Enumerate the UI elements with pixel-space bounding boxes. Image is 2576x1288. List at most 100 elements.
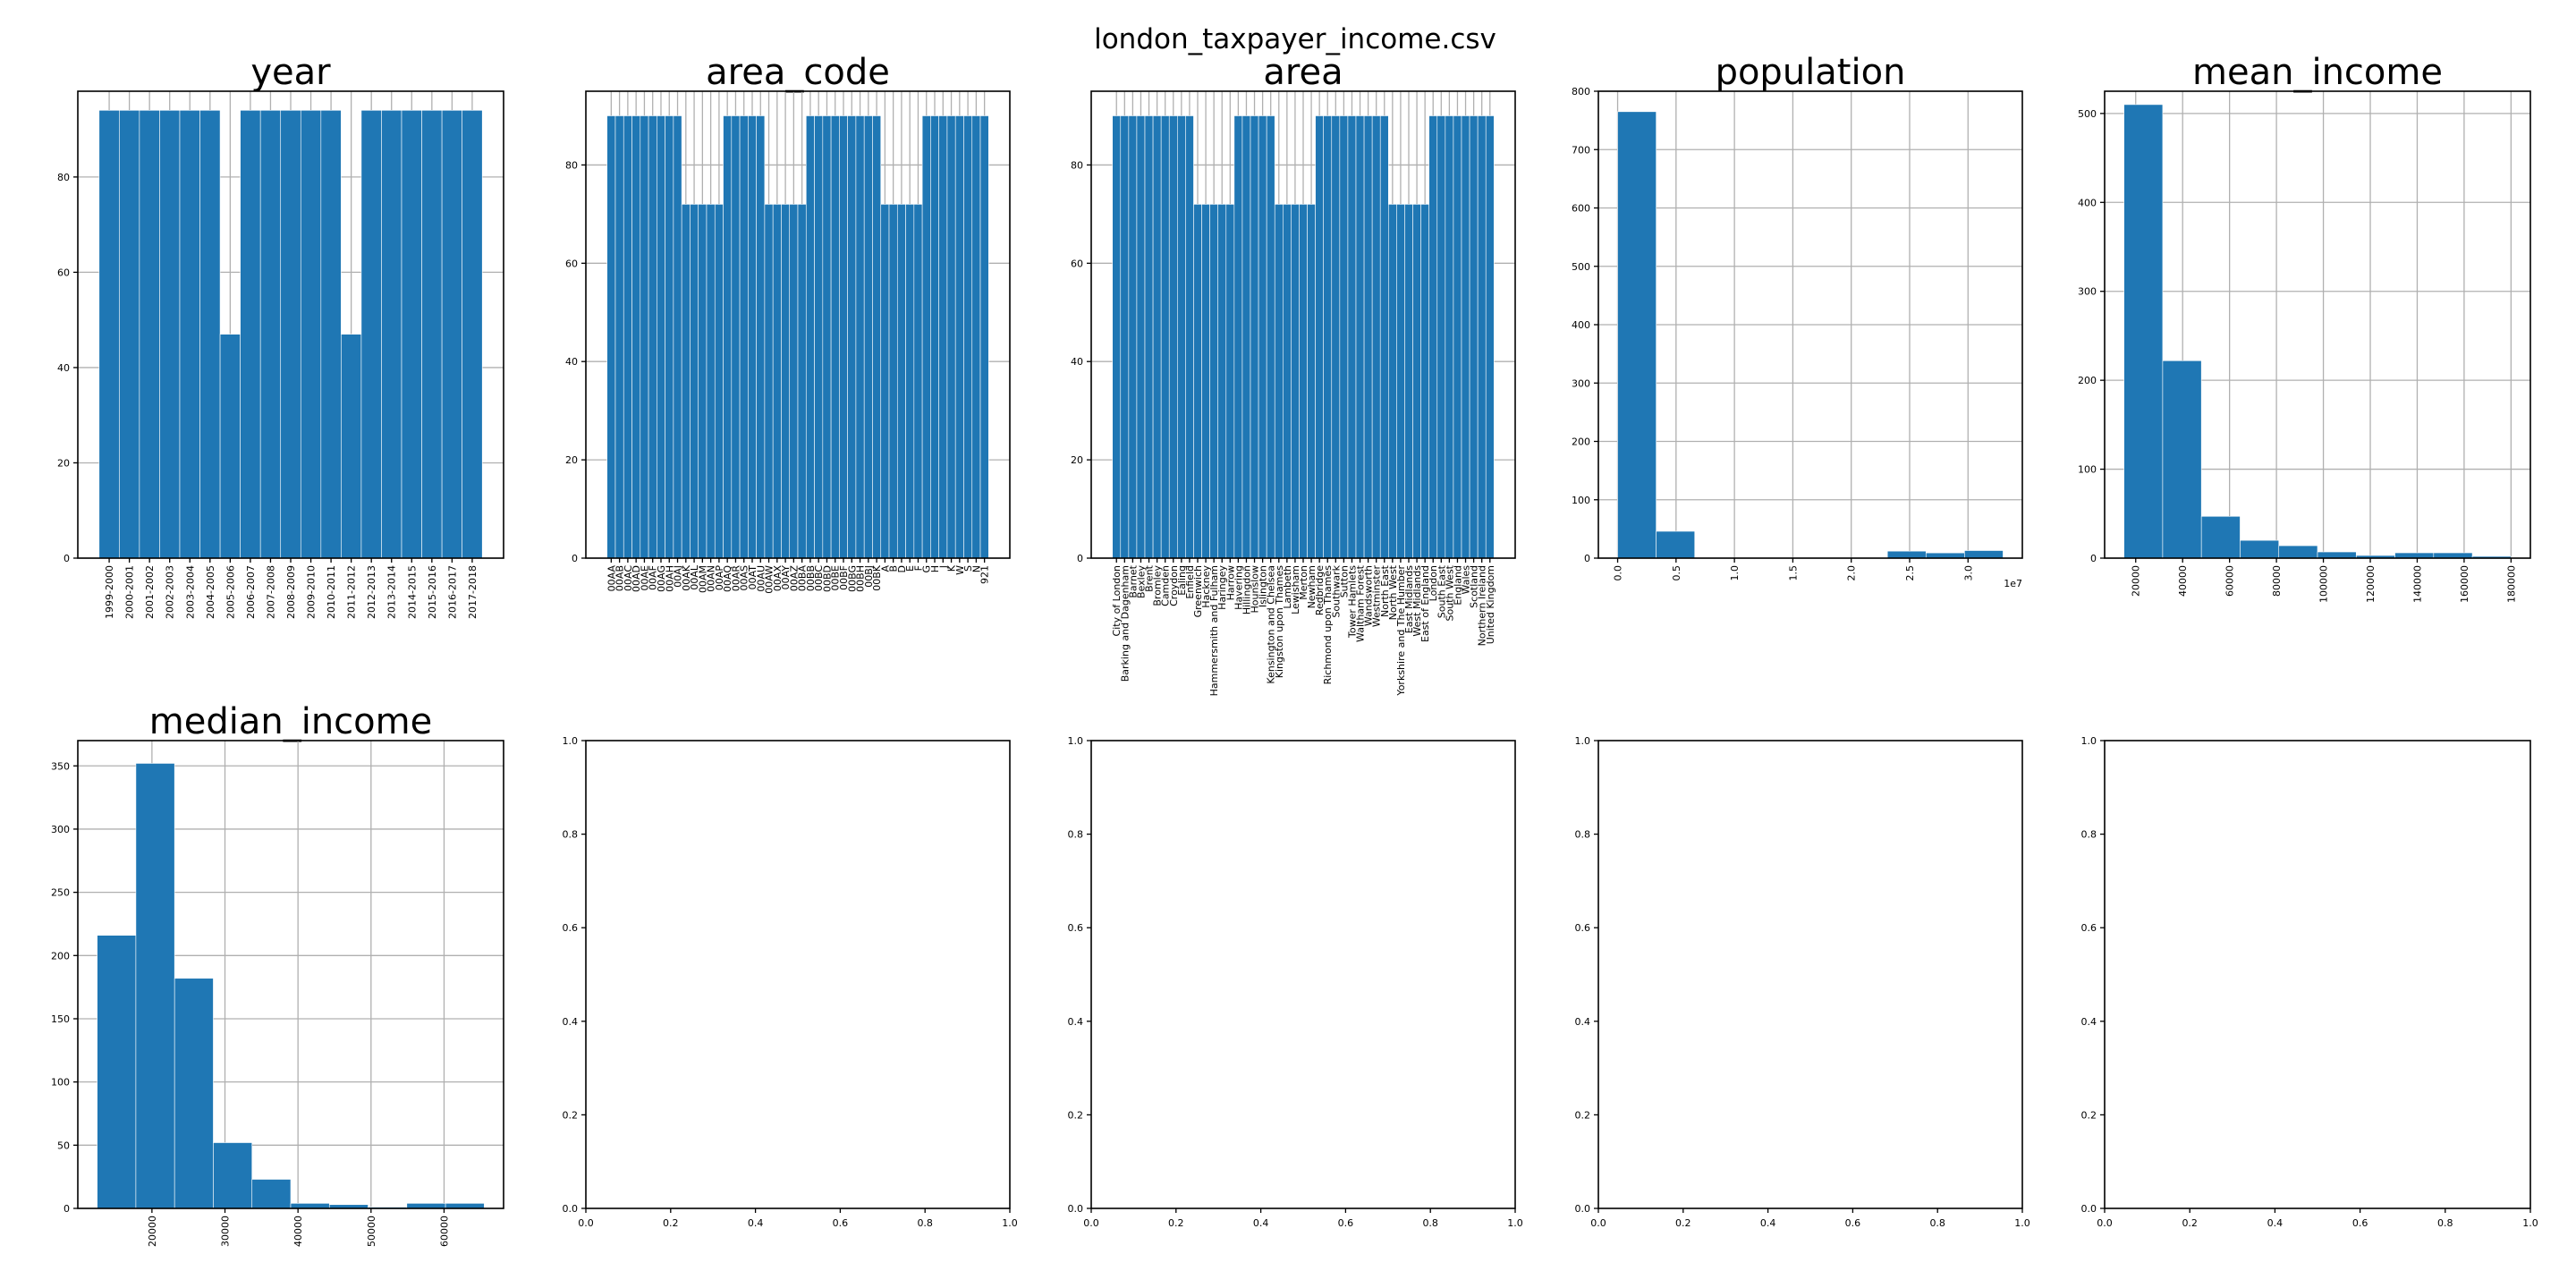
x-tick-label: 0.0: [2097, 1217, 2113, 1229]
histogram-bar: [839, 115, 848, 559]
histogram-bar: [1128, 115, 1138, 559]
x-tick-label: K: [946, 564, 958, 572]
x-tick-label: Lambeth: [1282, 565, 1293, 609]
histogram-bar: [1428, 115, 1438, 559]
x-tick-label: Westminster: [1371, 565, 1383, 628]
histogram-bar: [1136, 115, 1146, 559]
x-tick-label: Bromley: [1152, 565, 1164, 606]
x-tick-label: 3.0: [1962, 565, 1974, 581]
y-tick-label: 20: [565, 454, 578, 466]
histogram-bar: [1925, 552, 1965, 559]
axes-frame: [1597, 90, 2023, 559]
axes-frame: [1597, 740, 2023, 1209]
histogram-bar: [640, 115, 649, 559]
y-tick-label: 800: [1572, 86, 1590, 97]
x-tick-label: Barnet: [1127, 564, 1139, 597]
histogram-bar: [971, 115, 981, 559]
histogram-bar: [921, 115, 931, 559]
y-tick-label: 100: [51, 1077, 70, 1089]
histogram-bar: [665, 115, 674, 559]
histogram-bar: [872, 115, 882, 559]
x-tick-label: 1.0: [2014, 1217, 2030, 1229]
x-tick-label: 00AR: [730, 565, 741, 592]
axes-frame: [585, 90, 1011, 559]
y-tick-label: 0: [2090, 553, 2097, 564]
histogram-bar: [135, 763, 175, 1209]
y-tick-label: 0.6: [2081, 922, 2097, 934]
histogram-bar: [1177, 115, 1186, 559]
x-tick-label: 2010-2011: [326, 565, 337, 619]
histogram-bar: [1201, 204, 1210, 559]
x-tick-label: 00AN: [706, 565, 717, 592]
x-tick-label: 0.6: [1845, 1217, 1861, 1229]
x-tick-label: 2.0: [1846, 565, 1858, 581]
histogram-bar: [2240, 539, 2280, 559]
histogram-bar: [1315, 115, 1324, 559]
x-tick-label: 0.0: [1590, 1217, 1606, 1229]
y-tick-label: 40: [1071, 356, 1083, 368]
histogram-bar: [1339, 115, 1349, 559]
histogram-bar: [797, 204, 807, 559]
histogram-bar: [1160, 115, 1170, 559]
x-tick-label: N: [970, 565, 982, 572]
x-tick-label: Brent: [1144, 564, 1156, 592]
histogram-bar: [97, 935, 137, 1209]
x-tick-label: 2015-2016: [427, 565, 438, 619]
x-tick-label: 1999-2000: [104, 565, 115, 619]
x-tick-label: 1.5: [1787, 565, 1799, 581]
x-tick-label: Redbridge: [1314, 565, 1326, 615]
histogram-bar: [381, 110, 402, 559]
histogram-bar: [681, 204, 691, 559]
y-tick-label: 1.0: [563, 735, 579, 747]
subplot-title: mean_income: [2192, 52, 2443, 93]
x-tick-label: 0.4: [1760, 1217, 1776, 1229]
histogram-bar: [739, 115, 749, 559]
x-tick-label: 0.6: [1338, 1217, 1354, 1229]
x-tick-label: 00AY: [780, 565, 792, 590]
subplot-title: year: [250, 52, 331, 93]
histogram-bar: [888, 204, 898, 559]
histogram-bar: [98, 110, 120, 559]
x-tick-label: 00BA: [797, 565, 809, 592]
histogram-bar: [280, 110, 301, 559]
x-tick-label: 2012-2013: [366, 565, 377, 619]
histogram-bar: [1323, 115, 1333, 559]
histogram-bar: [240, 110, 261, 559]
x-tick-label: 00BC: [813, 565, 825, 591]
figure-title: london_taxpayer_income.csv: [1094, 23, 1496, 55]
histogram-bar: [606, 115, 616, 559]
y-tick-label: 0.2: [563, 1109, 579, 1121]
x-tick-label: 20000: [147, 1216, 158, 1247]
y-tick-label: 350: [51, 760, 70, 772]
x-tick-label: 00AT: [747, 565, 758, 590]
histogram-bar: [290, 1203, 330, 1209]
y-tick-label: 0.8: [1068, 829, 1084, 841]
x-tick-label: Wales: [1461, 565, 1472, 595]
x-tick-label: 00AW: [764, 565, 775, 594]
histogram-bar: [174, 978, 214, 1209]
x-tick-label: 0.8: [2437, 1217, 2453, 1229]
x-tick-label: 0.2: [2182, 1217, 2198, 1229]
histogram-bar: [748, 115, 757, 559]
y-tick-label: 50: [57, 1140, 70, 1151]
histogram-bar: [213, 1142, 253, 1209]
axes-frame: [2104, 90, 2531, 559]
histogram-bar: [462, 110, 483, 559]
x-tick-label: 00AA: [606, 565, 617, 592]
histogram-bar: [781, 204, 791, 559]
x-tick-label: 2000-2001: [124, 565, 136, 619]
x-tick-label: 1.0: [1507, 1217, 1523, 1229]
y-tick-label: 80: [57, 172, 70, 183]
x-tick-label: 40000: [2177, 565, 2189, 597]
histogram-bar: [1144, 115, 1154, 559]
x-tick-label: East of England: [1419, 565, 1431, 642]
x-tick-label: 00AE: [639, 565, 650, 591]
x-tick-label: Camden: [1160, 565, 1172, 606]
histogram-bar: [401, 110, 422, 559]
x-tick-label: 40000: [292, 1216, 304, 1247]
histogram-bar: [119, 110, 140, 559]
histogram-bar: [772, 204, 782, 559]
y-tick-label: 0.4: [1575, 1016, 1591, 1028]
histogram-bar: [1886, 550, 1927, 559]
